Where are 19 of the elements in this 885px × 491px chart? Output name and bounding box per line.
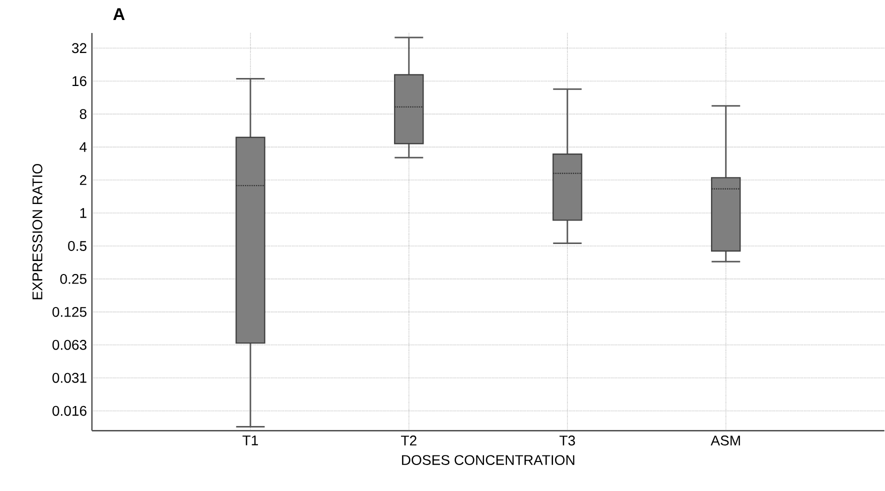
y-tick-label: 4 [80, 142, 87, 152]
y-tick-label: 0.016 [52, 406, 86, 416]
x-tick-label: T3 [560, 436, 575, 446]
y-tick-label: 0.25 [60, 274, 86, 284]
y-tick-label: 2 [80, 175, 86, 186]
y-tick-label: 8 [80, 109, 86, 120]
x-tick-label: T2 [401, 436, 416, 446]
y-tick-label: 0.063 [52, 340, 86, 350]
x-tick-label: ASM [710, 436, 740, 446]
x-tick-label: T1 [242, 436, 258, 446]
y-tick-label: 32 [72, 43, 86, 54]
y-tick-label: 0.5 [68, 241, 86, 252]
y-tick-label: 0.031 [52, 373, 86, 384]
y-axis-title: EXPRESSION RATIO [32, 164, 42, 300]
x-axis-title: DOSES CONCENTRATION [402, 455, 574, 466]
y-tick-label: 16 [72, 76, 86, 86]
y-tick-label: 0.125 [52, 307, 86, 318]
chart-title: A [113, 8, 125, 20]
y-tick-label: 1 [80, 208, 86, 218]
